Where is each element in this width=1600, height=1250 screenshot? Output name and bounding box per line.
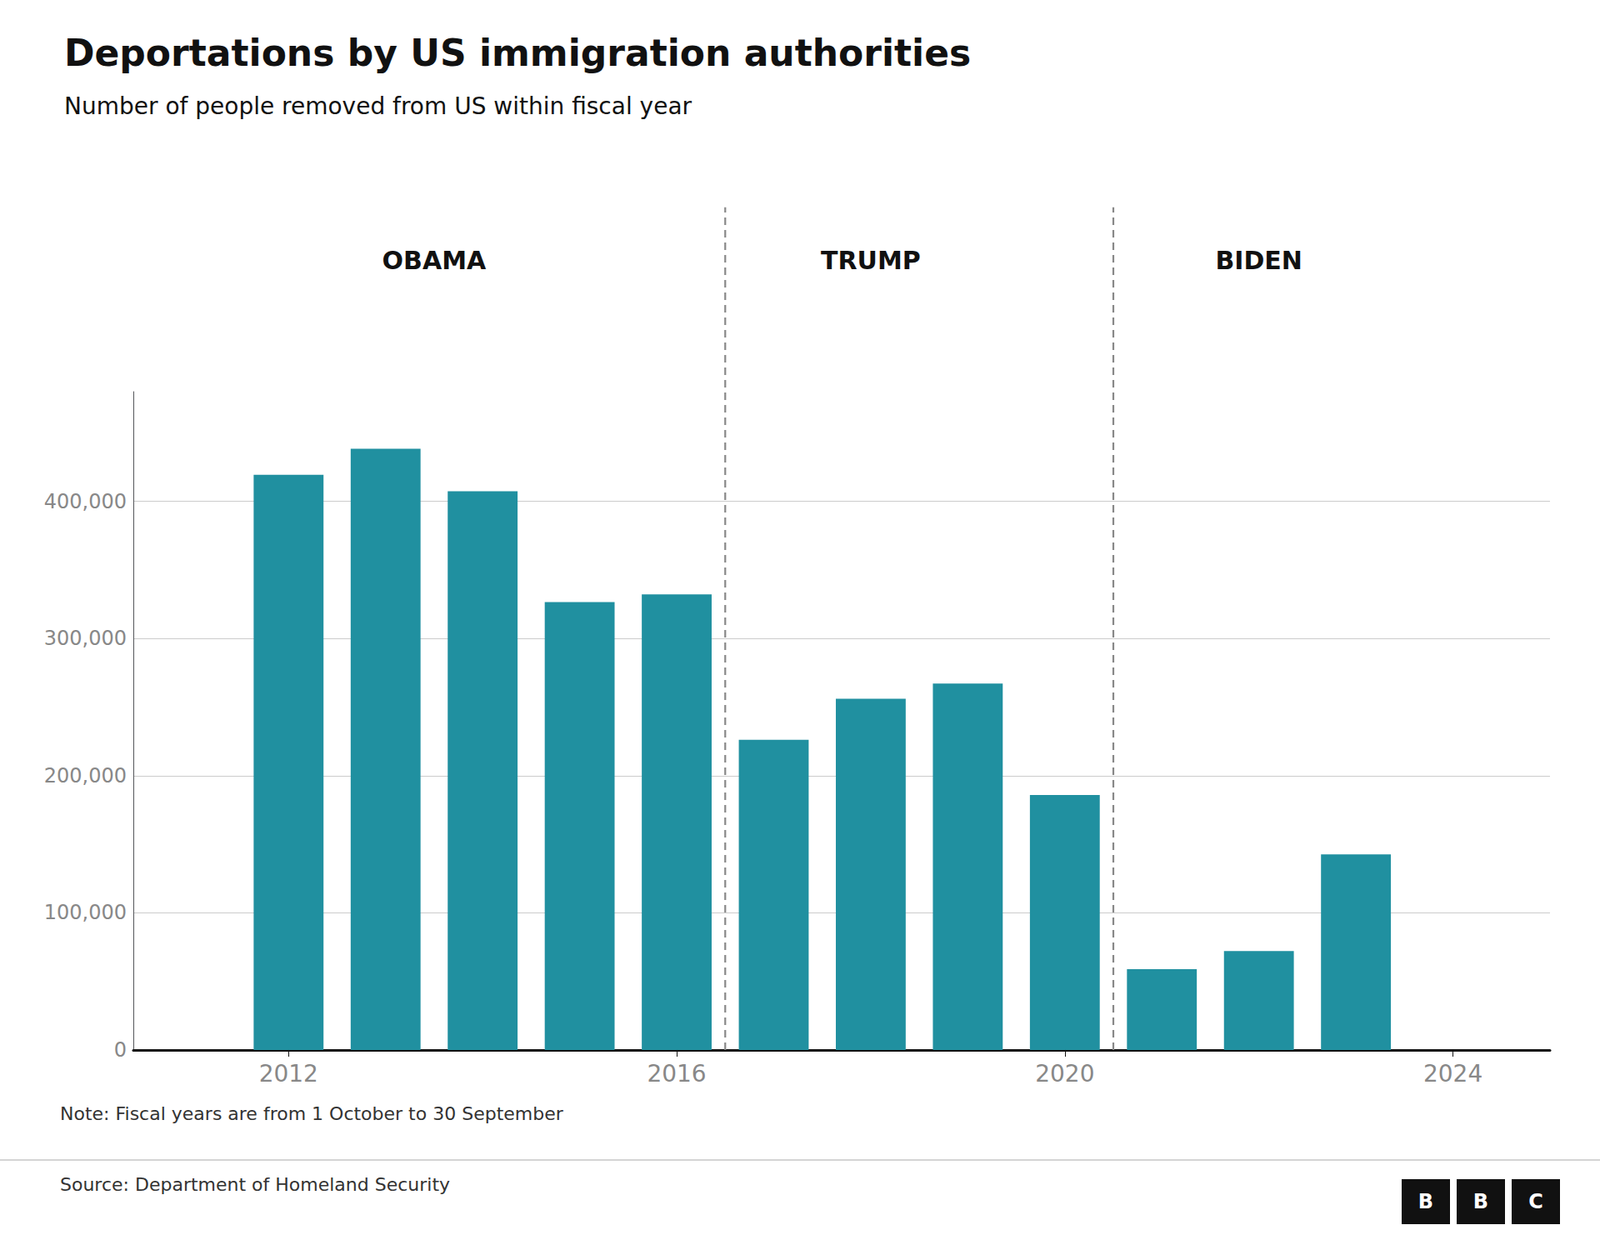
svg-text:300,000: 300,000: [44, 626, 127, 650]
svg-text:400,000: 400,000: [44, 490, 127, 514]
svg-text:0: 0: [114, 1038, 127, 1062]
svg-text:B: B: [1473, 1190, 1489, 1214]
svg-text:Note: Fiscal years are from 1: Note: Fiscal years are from 1 October to…: [60, 1103, 565, 1125]
svg-text:100,000: 100,000: [44, 900, 127, 925]
svg-text:2020: 2020: [1035, 1060, 1095, 1088]
svg-text:OBAMA: OBAMA: [382, 245, 487, 275]
svg-text:Deportations by US immigration: Deportations by US immigration authoriti…: [64, 31, 971, 75]
svg-text:2024: 2024: [1423, 1060, 1483, 1088]
svg-text:2016: 2016: [646, 1060, 706, 1088]
svg-text:BIDEN: BIDEN: [1215, 245, 1303, 275]
svg-text:200,000: 200,000: [44, 764, 127, 788]
svg-text:C: C: [1528, 1190, 1544, 1214]
svg-text:Source: Department of Homeland: Source: Department of Homeland Security: [60, 1174, 450, 1195]
svg-text:B: B: [1418, 1190, 1434, 1214]
svg-text:2012: 2012: [259, 1060, 319, 1088]
svg-text:Number of people removed from: Number of people removed from US within …: [64, 92, 693, 120]
svg-text:TRUMP: TRUMP: [820, 245, 921, 275]
